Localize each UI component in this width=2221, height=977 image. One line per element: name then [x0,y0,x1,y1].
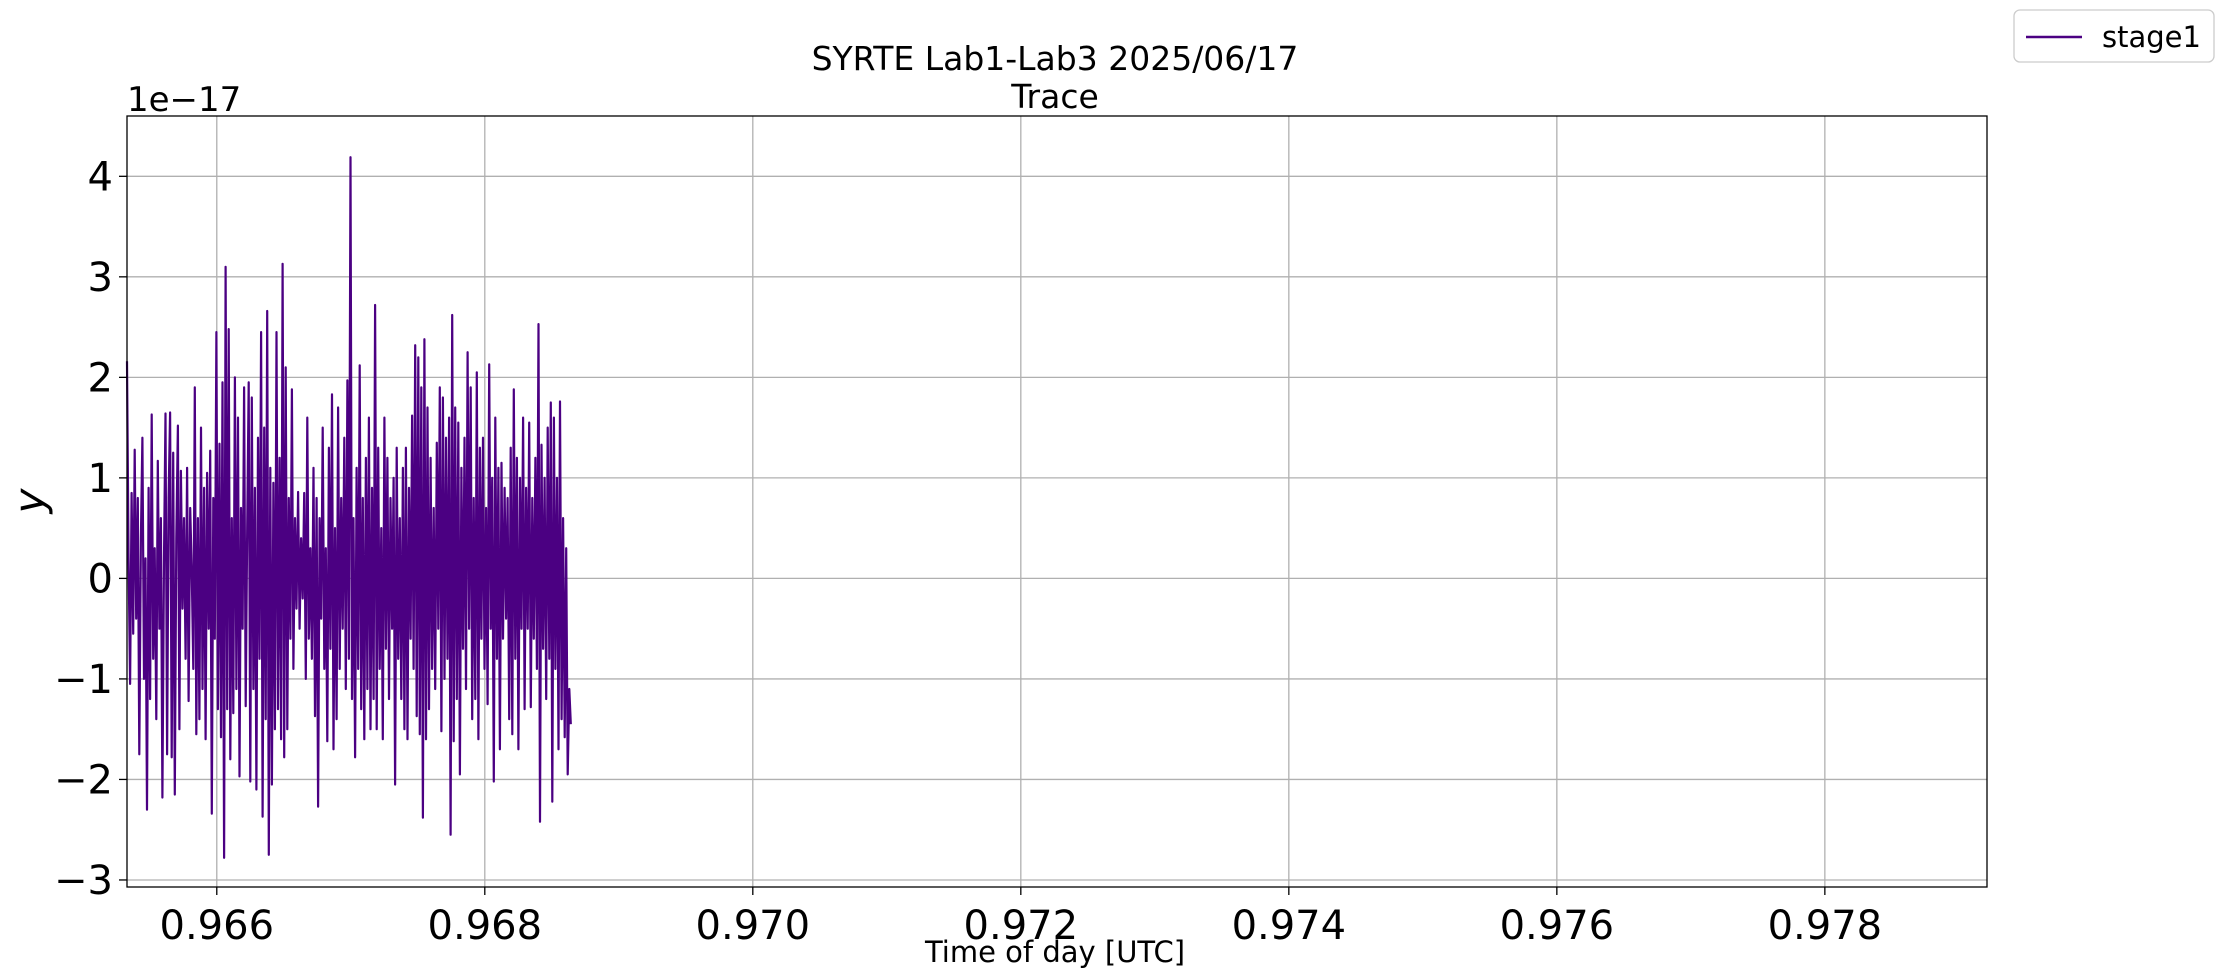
x-tick-label: 0.978 [1768,903,1883,949]
chart-subtitle: Trace [1010,77,1099,116]
plot-frame [126,115,1988,888]
x-tick-label: 0.966 [160,903,275,949]
chart-title: SYRTE Lab1-Lab3 2025/06/17 [812,39,1299,78]
y-tick-label: 4 [88,154,113,200]
legend: stage1 [2013,9,2215,63]
y-tick-label: −2 [54,757,113,803]
series-line-stage1 [125,156,572,859]
x-tick-label: 0.976 [1500,903,1615,949]
x-axis: 0.966 0.968 0.970 0.972 0.974 0.976 0.978 [160,887,1883,949]
y-offset-text: 1e−17 [127,80,241,120]
y-axis: −3 −2 −1 0 1 2 3 4 [54,154,127,904]
y-tick-label: 1 [88,456,113,502]
x-tick-label: 0.974 [1232,903,1347,949]
y-tick-label: 2 [88,355,113,401]
y-tick-label: −3 [54,858,113,904]
series-layer [125,156,572,859]
grid [127,116,1987,887]
x-tick-label: 0.970 [696,903,811,949]
y-tick-label: 3 [88,255,113,301]
y-tick-label: −1 [54,657,113,703]
x-axis-label: Time of day [UTC] [924,935,1185,969]
y-axis-label: y [5,487,54,515]
legend-label: stage1 [2102,20,2201,54]
x-tick-label: 0.968 [428,903,543,949]
legend-box [2013,9,2215,63]
x-tick-label: 0.972 [964,903,1079,949]
y-tick-label: 0 [88,556,113,602]
